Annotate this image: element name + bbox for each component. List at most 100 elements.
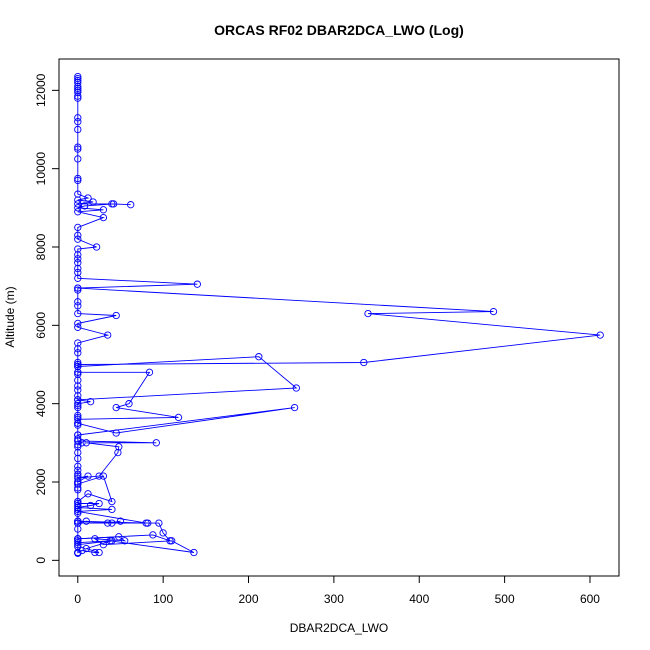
data-point [74,454,82,463]
data-point [78,439,86,447]
series-line-7 [77,475,113,503]
data-point [74,480,82,488]
data-point [82,439,90,447]
chart-title: ORCAS RF02 DBAR2DCA_LWO (Log) [214,22,464,38]
data-point [74,386,82,394]
data-point [74,345,82,353]
data-point [84,472,92,480]
x-tick-label: 500 [495,592,515,606]
data-point [74,537,82,545]
data-point [74,548,82,557]
data-point [74,235,82,243]
data-point [149,531,157,539]
data-point [144,519,152,527]
data-point [74,497,82,506]
data-point [74,466,82,474]
x-axis: 0 100 200 300 400 500 600 [74,575,600,606]
data-point [108,505,116,514]
data-point [74,360,82,369]
x-tick-label: 0 [74,592,81,606]
data-point [74,448,82,457]
data-point [108,497,116,506]
data-point [74,403,82,412]
data-point [104,331,112,339]
data-point [84,490,92,498]
data-point [74,435,82,443]
data-point [74,309,82,318]
data-point [74,274,82,282]
data-point [74,541,82,549]
data-point [74,415,82,423]
data-point [74,396,82,404]
data-point [80,202,89,210]
data-point [193,280,201,288]
x-axis-label: DBAR2DCA_LWO [290,621,388,635]
data-point [108,537,116,545]
data-point [125,400,133,408]
data-point [74,499,82,508]
data-point [74,349,82,357]
data-point [74,259,82,267]
data-point [168,537,176,545]
series-line-9 [77,522,172,542]
data-point [74,478,82,486]
data-point [74,74,82,83]
data-point [95,548,103,557]
x-tick-label: 400 [409,592,429,606]
data-point [74,284,82,292]
data-point [99,472,108,480]
data-point [292,384,300,392]
data-point [109,200,118,208]
y-axis: 0 2000 4000 6000 8000 10000 12000 [34,73,60,564]
data-point [145,368,154,376]
data-point [121,537,129,545]
data-point [74,401,82,410]
data-point [159,529,167,537]
x-tick-label: 300 [324,592,344,606]
data-point [74,437,82,445]
data-point [104,519,112,527]
data-point [74,413,82,422]
plot-frame [58,58,620,577]
data-point [255,353,263,361]
series-line-1 [77,76,198,554]
data-point [74,94,82,102]
data-point [74,251,82,259]
data-point [74,376,82,384]
data-point [74,76,82,85]
data-point [74,392,82,400]
data-point [74,441,82,449]
data-point [290,403,299,412]
series-line-5 [77,407,295,436]
data-point [74,78,82,87]
data-point [74,114,82,122]
y-tick-label: 10000 [34,152,48,186]
data-point [91,548,99,557]
data-point [92,243,101,251]
data-point [78,546,86,555]
data-point [74,443,82,451]
data-point [127,201,135,209]
data-point [108,519,116,527]
data-point [74,72,82,81]
data-point [74,517,82,525]
data-point [89,198,97,206]
data-point [82,517,90,525]
data-point [74,358,82,367]
data-point [74,298,82,306]
data-point [74,200,82,208]
data-point [74,118,82,126]
data-point [112,311,120,320]
data-point [91,535,99,543]
data-point [112,403,120,412]
data-point [74,208,82,216]
y-tick-label: 2000 [34,468,48,495]
data-point [74,484,82,492]
data-point [74,92,82,100]
data-point [74,362,82,371]
data-point [152,439,160,447]
y-axis-label: Altitude (m) [3,286,17,347]
data-point [74,431,82,439]
data-point [86,501,95,510]
data-point [112,429,120,437]
